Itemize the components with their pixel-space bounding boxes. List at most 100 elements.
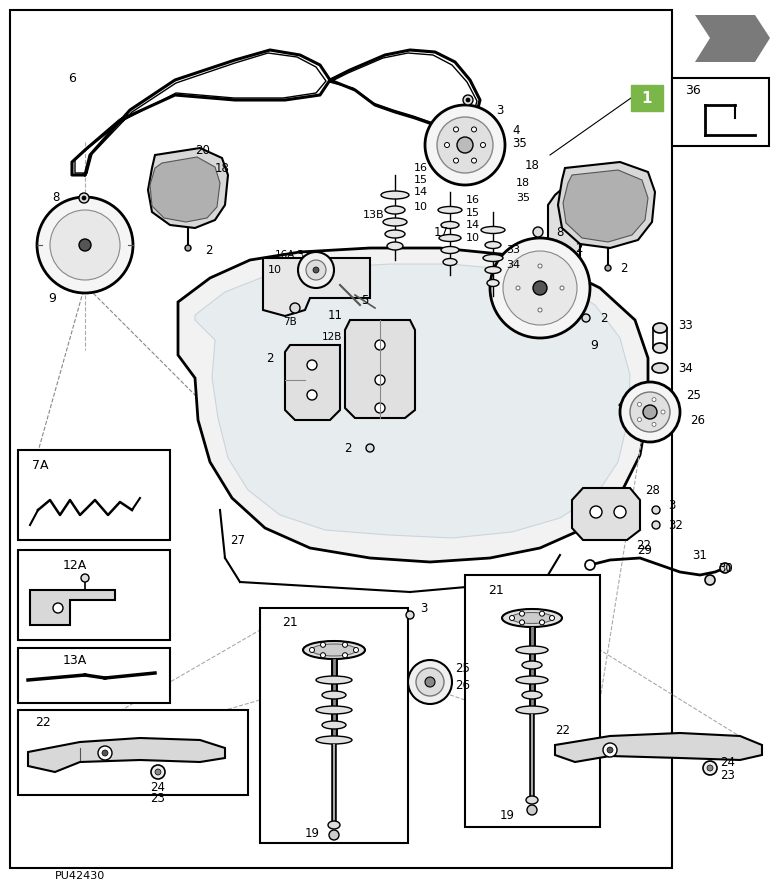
Polygon shape	[150, 157, 220, 222]
Circle shape	[533, 227, 543, 237]
Ellipse shape	[511, 613, 553, 623]
Circle shape	[519, 611, 525, 616]
Ellipse shape	[438, 206, 462, 213]
Circle shape	[457, 137, 473, 153]
Polygon shape	[558, 162, 655, 248]
Ellipse shape	[381, 191, 409, 199]
Circle shape	[480, 142, 486, 148]
Ellipse shape	[516, 646, 548, 654]
Text: 5: 5	[362, 293, 369, 307]
Circle shape	[720, 563, 730, 573]
Polygon shape	[695, 15, 770, 62]
Polygon shape	[345, 320, 415, 418]
Text: 29: 29	[637, 543, 652, 557]
Circle shape	[503, 251, 577, 325]
Text: 12A: 12A	[63, 558, 87, 572]
Ellipse shape	[441, 221, 459, 228]
Ellipse shape	[483, 254, 503, 261]
Circle shape	[425, 677, 435, 687]
Text: 3: 3	[668, 499, 676, 511]
Ellipse shape	[383, 218, 407, 226]
Text: 28: 28	[645, 484, 660, 496]
Circle shape	[425, 105, 505, 185]
Ellipse shape	[526, 796, 538, 804]
Text: FIVER: FIVER	[281, 386, 519, 454]
Circle shape	[454, 127, 458, 132]
Text: 7B: 7B	[284, 317, 297, 327]
Bar	[631, 85, 663, 111]
Circle shape	[81, 574, 89, 582]
Circle shape	[375, 340, 385, 350]
Circle shape	[466, 98, 470, 102]
Text: 13B: 13B	[362, 210, 384, 220]
Ellipse shape	[316, 736, 352, 744]
Text: 10: 10	[414, 202, 428, 212]
Text: 26: 26	[455, 678, 470, 692]
Circle shape	[82, 196, 86, 200]
Circle shape	[509, 615, 515, 621]
Ellipse shape	[652, 363, 668, 373]
Text: 23: 23	[151, 791, 166, 805]
Text: PU42430: PU42430	[55, 871, 105, 881]
Circle shape	[155, 769, 161, 775]
Bar	[260, 608, 408, 843]
Polygon shape	[148, 148, 228, 228]
Text: 35: 35	[512, 137, 526, 149]
Text: 2: 2	[575, 242, 583, 254]
Ellipse shape	[653, 343, 667, 353]
Text: 4: 4	[512, 124, 519, 137]
Text: 9: 9	[48, 292, 56, 305]
Text: 22: 22	[636, 539, 651, 551]
Text: 35: 35	[516, 193, 530, 203]
Polygon shape	[263, 258, 370, 316]
Circle shape	[540, 611, 544, 616]
Ellipse shape	[516, 706, 548, 714]
Bar	[672, 78, 769, 146]
Circle shape	[538, 308, 542, 312]
Circle shape	[79, 239, 91, 251]
Ellipse shape	[502, 609, 562, 627]
Circle shape	[652, 422, 656, 427]
Circle shape	[408, 660, 452, 704]
Text: 14: 14	[414, 187, 428, 197]
Circle shape	[582, 314, 590, 322]
Circle shape	[37, 197, 133, 293]
Bar	[18, 550, 170, 640]
Circle shape	[444, 142, 450, 148]
Ellipse shape	[312, 644, 356, 656]
Circle shape	[79, 193, 89, 203]
Circle shape	[527, 805, 537, 815]
Ellipse shape	[481, 227, 505, 234]
Ellipse shape	[441, 246, 459, 253]
Text: 18: 18	[215, 162, 230, 174]
Text: 15: 15	[414, 175, 428, 185]
Circle shape	[560, 286, 564, 290]
Circle shape	[637, 418, 641, 421]
Text: 8: 8	[556, 226, 563, 238]
Text: 18: 18	[525, 158, 540, 172]
Circle shape	[707, 765, 713, 771]
Circle shape	[538, 264, 542, 268]
Circle shape	[306, 260, 326, 280]
Circle shape	[307, 360, 317, 370]
Text: 27: 27	[230, 533, 245, 547]
Circle shape	[437, 117, 493, 173]
Ellipse shape	[522, 661, 542, 669]
Circle shape	[102, 750, 108, 756]
Ellipse shape	[316, 676, 352, 684]
Text: 31: 31	[693, 549, 708, 562]
Text: 10: 10	[268, 265, 282, 275]
Circle shape	[375, 375, 385, 385]
Text: 19: 19	[305, 827, 320, 839]
Circle shape	[605, 265, 611, 271]
Text: 36: 36	[685, 84, 701, 97]
Text: 25: 25	[455, 661, 470, 675]
Circle shape	[533, 281, 547, 295]
Ellipse shape	[653, 323, 667, 333]
Text: 6: 6	[68, 71, 76, 84]
Circle shape	[607, 747, 613, 753]
Polygon shape	[548, 182, 580, 258]
Circle shape	[329, 830, 339, 840]
Ellipse shape	[487, 279, 499, 286]
Circle shape	[53, 603, 63, 613]
